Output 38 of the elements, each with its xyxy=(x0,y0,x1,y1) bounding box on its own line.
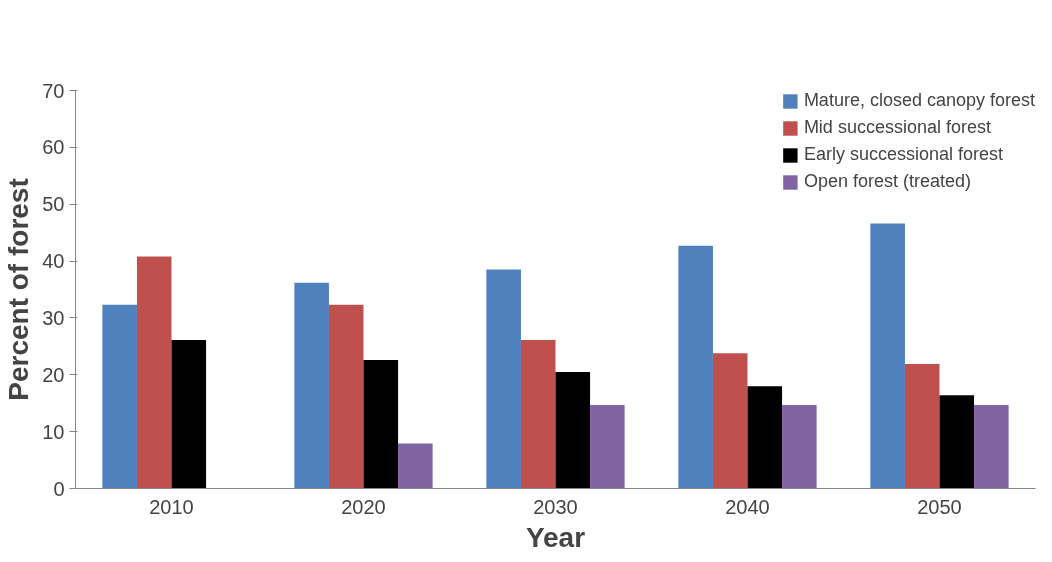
y-axis-title: Percent of forest xyxy=(3,178,35,401)
y-tick-label: 20 xyxy=(42,363,65,386)
x-axis-title: Year xyxy=(525,521,586,553)
bar xyxy=(904,363,940,489)
bar xyxy=(171,340,207,489)
legend-label: Mid successional forest xyxy=(803,117,991,138)
bar xyxy=(974,404,1009,489)
x-tick-label: 2050 xyxy=(917,495,962,518)
bar xyxy=(102,304,137,489)
y-tick-label: 40 xyxy=(42,250,65,273)
legend-label: Mature, closed canopy forest xyxy=(803,90,1035,111)
y-tick-label: 30 xyxy=(42,306,65,329)
y-tick-label: 10 xyxy=(42,420,65,443)
bar xyxy=(555,371,591,489)
legend-label: Open forest (treated) xyxy=(803,171,971,192)
bar xyxy=(520,340,556,489)
bar xyxy=(712,353,748,489)
x-tick-label: 2040 xyxy=(725,495,770,518)
bar xyxy=(398,443,433,489)
bar xyxy=(782,404,817,489)
legend-label: Early successional forest xyxy=(803,144,1003,165)
bar xyxy=(328,304,364,489)
bar xyxy=(870,223,905,489)
bar xyxy=(363,360,399,489)
bar xyxy=(747,386,783,489)
bar xyxy=(939,395,975,489)
y-tick-label: 0 xyxy=(53,477,65,500)
x-tick-label: 2020 xyxy=(341,495,386,518)
y-tick-label: 60 xyxy=(42,136,65,159)
x-tick-label: 2030 xyxy=(533,495,578,518)
x-tick-label: 2010 xyxy=(149,495,194,518)
bar xyxy=(486,269,521,489)
bar xyxy=(590,404,625,489)
y-tick-label: 50 xyxy=(42,193,65,216)
bar xyxy=(678,245,713,489)
bar xyxy=(294,282,329,489)
y-tick-label: 70 xyxy=(42,79,65,102)
bar xyxy=(136,256,172,489)
